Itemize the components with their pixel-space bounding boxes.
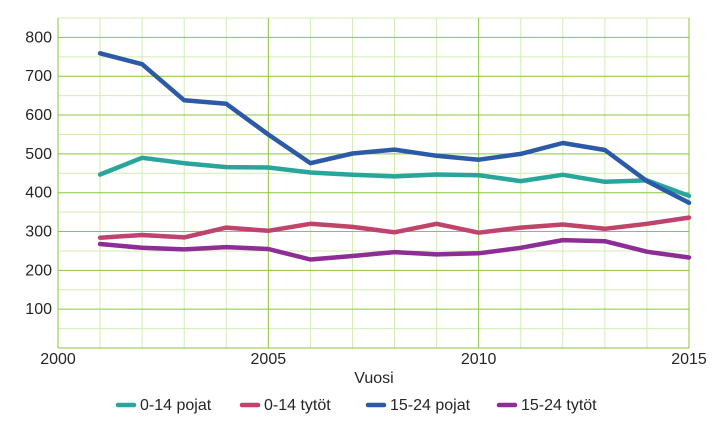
legend-label-3: 15-24 pojat — [390, 397, 471, 414]
y-tick-label: 300 — [25, 224, 52, 241]
series-line-1 — [97, 155, 692, 199]
x-tick-label: 2000 — [40, 351, 76, 368]
minor-gridlines — [58, 17, 689, 348]
legend-label-4: 15-24 tytöt — [521, 397, 597, 414]
y-tick-label: 800 — [25, 29, 52, 46]
major-gridlines — [57, 18, 690, 349]
y-tick-label: 200 — [25, 262, 52, 279]
x-tick-label: 2015 — [671, 351, 707, 368]
series-line-4 — [97, 237, 692, 262]
series-line-3 — [97, 51, 692, 206]
legend-label-1: 0-14 pojat — [140, 397, 212, 414]
series-line-2 — [97, 215, 692, 240]
x-tick-label: 2010 — [461, 351, 497, 368]
y-tick-label: 600 — [25, 107, 52, 124]
x-axis-title: Vuosi — [354, 370, 393, 387]
y-tick-label: 500 — [25, 146, 52, 163]
legend: 0-14 pojat 0-14 tytöt 15-24 pojat 15-24 tyt… — [115, 397, 597, 414]
x-axis-ticks: 2000 2005 2010 2015 — [40, 351, 707, 368]
y-tick-label: 400 — [25, 185, 52, 202]
y-axis-ticks: 100 200 300 400 500 600 700 800 — [25, 29, 52, 318]
legend-label-2: 0-14 tytöt — [264, 397, 331, 414]
series-lines — [97, 51, 692, 262]
x-tick-label: 2005 — [251, 351, 287, 368]
y-tick-label: 100 — [25, 301, 52, 318]
y-tick-label: 700 — [25, 68, 52, 85]
